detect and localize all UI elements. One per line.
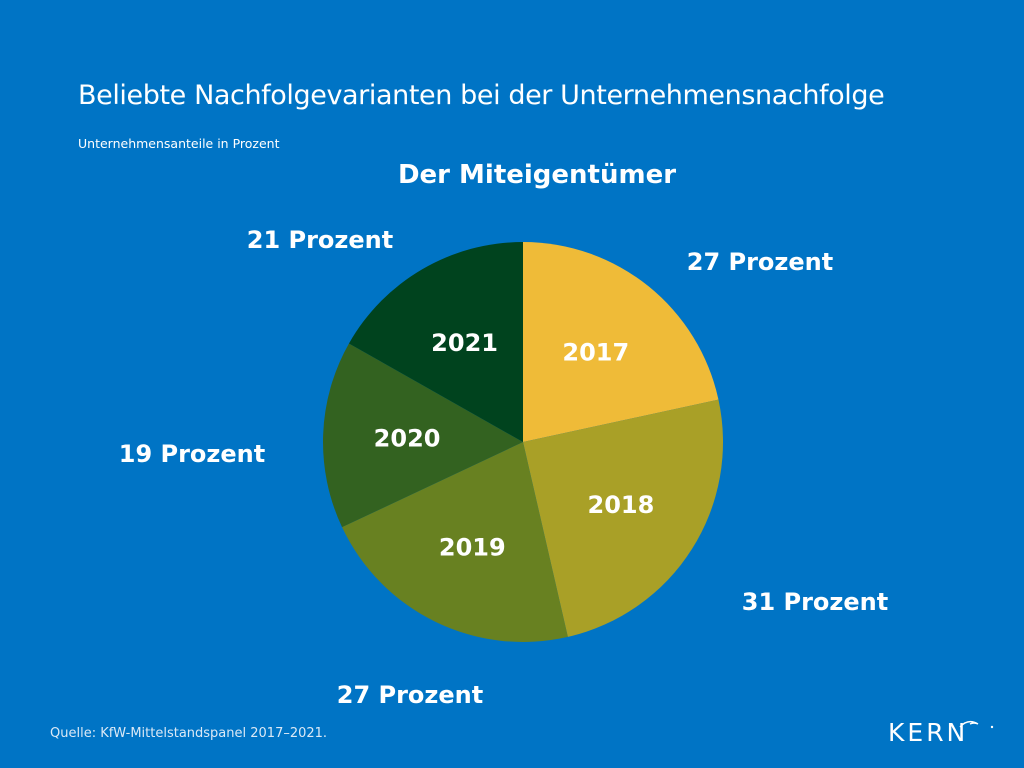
slice-year-label: 2020	[374, 425, 441, 453]
slice-percent-label: 31 Prozent	[742, 588, 888, 616]
chart-title: Der Miteigentümer	[397, 160, 677, 190]
pie-slice-2017	[523, 242, 719, 442]
slice-year-label: 2018	[588, 491, 655, 519]
slice-percent-label: 19 Prozent	[119, 440, 265, 468]
page-subtitle: Unternehmensanteile in Prozent	[78, 136, 280, 151]
slice-year-label: 2019	[439, 533, 506, 561]
slice-percent-label: 21 Prozent	[247, 226, 393, 254]
pie-slice-2018	[523, 399, 723, 637]
dolphin-icon	[959, 720, 994, 729]
pie-slice-2019	[342, 442, 568, 642]
slice-year-label: 2017	[562, 339, 629, 367]
kern-logo: KERN	[888, 718, 998, 748]
slice-percent-label: 27 Prozent	[687, 248, 833, 276]
page-title: Beliebte Nachfolgevarianten bei der Unte…	[78, 80, 885, 111]
pie-slice-2020	[323, 343, 523, 528]
source-note: Quelle: KfW-Mittelstandspanel 2017–2021.	[50, 726, 328, 741]
slice-percent-label: 27 Prozent	[337, 681, 483, 709]
pie-slice-2021	[348, 242, 523, 442]
logo-text: KERN	[888, 718, 969, 747]
slice-year-label: 2021	[431, 329, 498, 357]
